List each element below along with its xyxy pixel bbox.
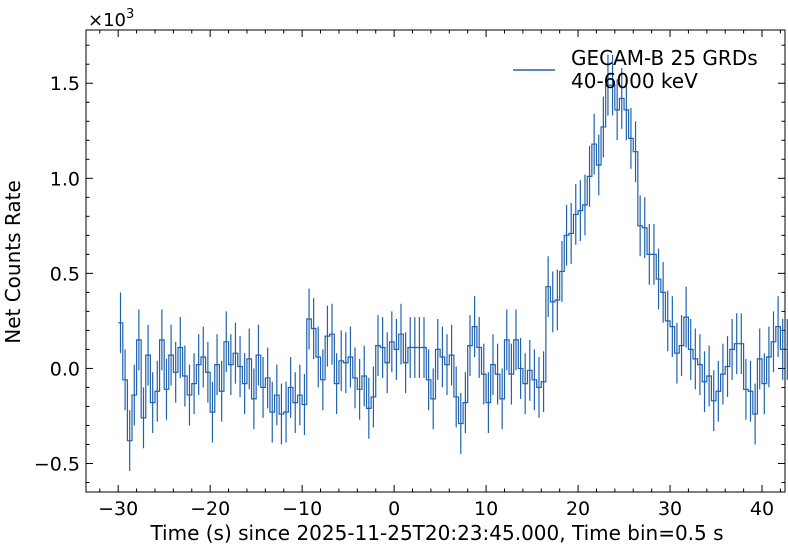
x-tick-label: 0 bbox=[388, 498, 400, 520]
tick-marks bbox=[86, 30, 785, 492]
y-tick-label: 1.0 bbox=[50, 168, 80, 190]
x-tick-label: 40 bbox=[750, 498, 774, 520]
x-tick-label: 20 bbox=[566, 498, 590, 520]
y-tick-labels: −0.5 0.0 0.5 1.0 1.5 bbox=[34, 73, 80, 475]
x-tick-label: 30 bbox=[658, 498, 682, 520]
plot-frame bbox=[85, 29, 786, 493]
x-tick-label: −30 bbox=[98, 498, 138, 520]
x-axis-label: Time (s) since 2025-11-25T20:23:45.000, … bbox=[149, 521, 723, 545]
y-tick-label: −0.5 bbox=[34, 453, 80, 475]
y-tick-label: 1.5 bbox=[50, 73, 80, 95]
y-multiplier-label: ×103 bbox=[88, 7, 134, 31]
x-tick-label: −10 bbox=[282, 498, 322, 520]
x-tick-label: 10 bbox=[474, 498, 498, 520]
x-tick-label: −20 bbox=[190, 498, 230, 520]
legend-label-line1: GECAM-B 25 GRDs bbox=[571, 46, 758, 70]
legend-label-line2: 40-6000 keV bbox=[571, 69, 698, 93]
y-axis-label: Net Counts Rate bbox=[1, 180, 25, 344]
legend: GECAM-B 25 GRDs 40-6000 keV bbox=[513, 46, 758, 93]
series-gecam-b bbox=[118, 54, 788, 472]
y-tick-label: 0.5 bbox=[50, 263, 80, 285]
series-step-line bbox=[118, 84, 788, 442]
y-tick-label: 0.0 bbox=[50, 358, 80, 380]
x-tick-labels: −30 −20 −10 0 10 20 30 40 bbox=[98, 498, 774, 520]
